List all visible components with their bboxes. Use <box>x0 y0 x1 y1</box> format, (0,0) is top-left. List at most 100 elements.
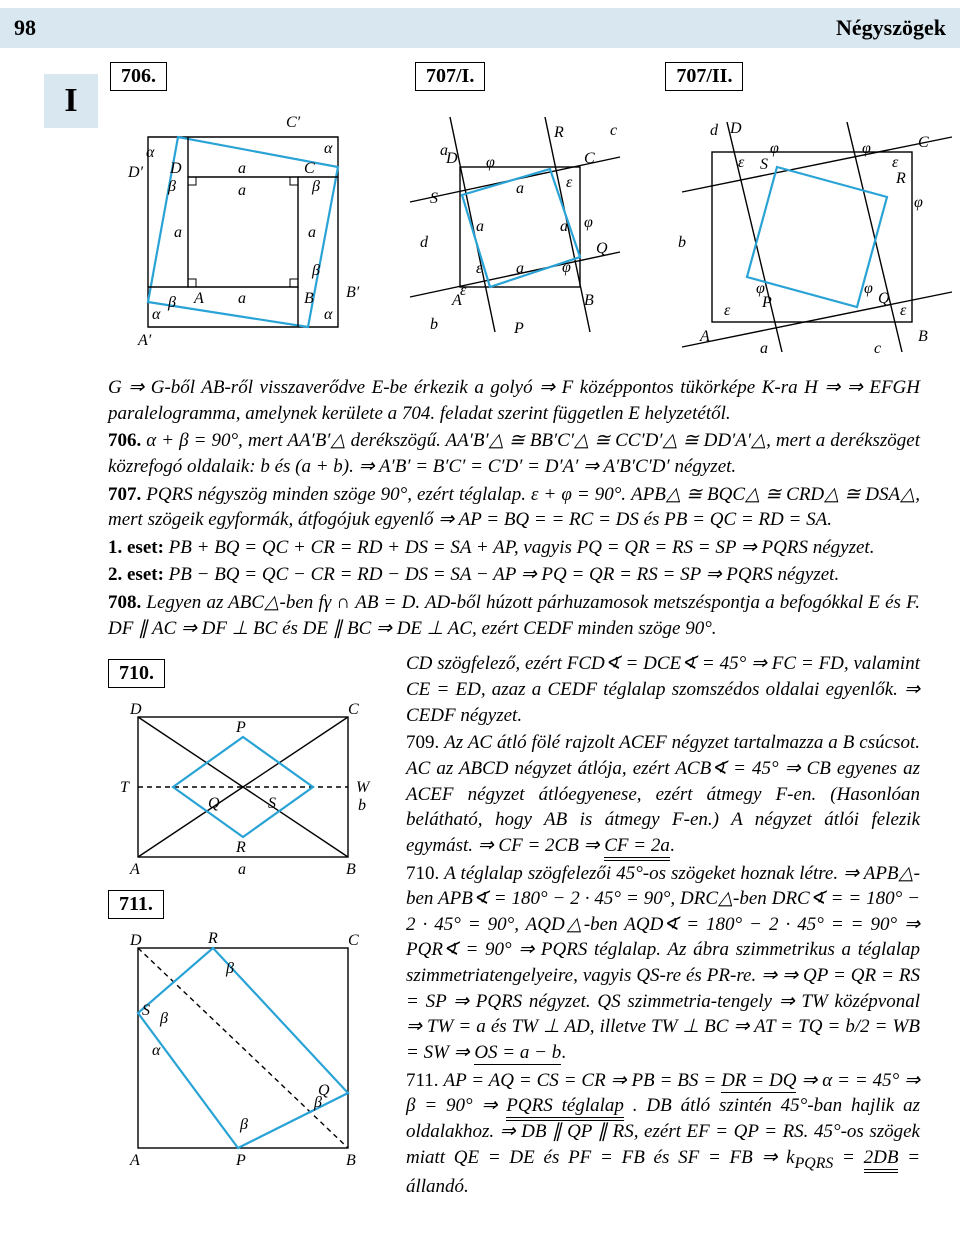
svg-text:φ: φ <box>914 194 923 211</box>
svg-text:φ: φ <box>862 140 871 157</box>
svg-text:C: C <box>304 160 315 177</box>
svg-text:φ: φ <box>486 154 495 171</box>
svg-text:a: a <box>238 182 246 199</box>
svg-text:Q: Q <box>878 290 890 307</box>
svg-text:β: β <box>311 262 320 279</box>
svg-text:ε: ε <box>566 174 573 191</box>
svg-text:α: α <box>146 144 155 161</box>
p708-num: 708. <box>108 592 141 613</box>
svg-text:a: a <box>174 224 182 241</box>
left-figure-column: 710. AB CD PQ RS TW <box>108 651 388 1201</box>
svg-text:D: D <box>729 120 742 137</box>
svg-text:a: a <box>476 218 484 235</box>
svg-text:a: a <box>308 224 316 241</box>
svg-text:T: T <box>120 779 130 796</box>
svg-text:d: d <box>420 234 429 251</box>
intro-text: G ⇒ G-ből AB-ről visszaverődve E-be érke… <box>108 377 920 424</box>
svg-text:β: β <box>225 960 234 977</box>
svg-text:D′: D′ <box>127 164 144 181</box>
svg-text:ε: ε <box>892 154 899 171</box>
header-bar: 98 Négyszögek <box>0 8 960 48</box>
svg-text:C′: C′ <box>286 114 301 131</box>
p708-body: Legyen az ABC△-ben fγ ∩ AB = D. AD-ből h… <box>108 592 920 639</box>
page: 98 Négyszögek I 706. 707/I. 707/II. <box>0 8 960 1201</box>
p709-num: 709. <box>406 732 439 753</box>
svg-text:A: A <box>699 328 710 345</box>
svg-text:R: R <box>553 124 564 141</box>
fig-label-706: 706. <box>110 62 167 91</box>
svg-text:S: S <box>760 156 768 173</box>
right-text-column: CD szögfelező, ezért FCD∢ = DCE∢ = 45° ⇒… <box>406 651 920 1201</box>
svg-text:C: C <box>918 134 929 151</box>
svg-text:a: a <box>560 218 568 235</box>
case1-label: 1. eset: <box>108 537 164 558</box>
p707-num: 707. <box>108 484 141 505</box>
svg-text:β: β <box>167 178 176 195</box>
svg-text:φ: φ <box>562 259 571 276</box>
fig-707b: AB CD PQ RS bd ac εε εε φφ φφ φ <box>652 97 960 357</box>
svg-text:β: β <box>239 1116 248 1133</box>
lower-columns: 710. AB CD PQ RS TW <box>108 651 920 1201</box>
svg-text:c: c <box>874 340 881 357</box>
figure-row-top: A′B′ C′D′ AB CD aa aa a αα αα ββ ββ <box>108 97 960 357</box>
svg-text:b: b <box>358 797 366 814</box>
svg-text:a: a <box>440 142 448 159</box>
svg-text:B: B <box>346 1152 356 1169</box>
section-tab: I <box>44 74 98 128</box>
svg-text:A′: A′ <box>137 332 152 347</box>
svg-text:a: a <box>760 340 768 357</box>
p710-num: 710. <box>406 863 439 884</box>
p710-body: A téglalap szögfelezői 45°-os szögeket h… <box>406 863 920 1063</box>
svg-text:ε: ε <box>476 260 483 277</box>
svg-text:D: D <box>129 701 142 718</box>
p711-num: 711. <box>406 1070 439 1091</box>
solution-text: G ⇒ G-ből AB-ről visszaverődve E-be érke… <box>108 375 920 641</box>
fig-label-710: 710. <box>108 659 165 688</box>
svg-text:φ: φ <box>756 280 765 297</box>
svg-text:φ: φ <box>770 140 779 157</box>
svg-text:a: a <box>238 290 246 307</box>
svg-text:D: D <box>129 932 142 949</box>
fig-706: A′B′ C′D′ AB CD aa aa a αα αα ββ ββ <box>108 97 378 357</box>
svg-text:c: c <box>610 122 617 139</box>
svg-text:b: b <box>678 234 686 251</box>
svg-text:Q: Q <box>208 795 220 812</box>
svg-text:B: B <box>584 292 594 309</box>
fig-710: AB CD PQ RS TW ab <box>108 692 388 882</box>
svg-text:R: R <box>235 839 246 856</box>
svg-text:a: a <box>516 180 524 197</box>
svg-text:D: D <box>169 160 182 177</box>
p711-body-a: AP = AQ = CS = CR ⇒ PB = BS = <box>443 1070 721 1091</box>
chapter-title: Négyszögek <box>836 15 946 41</box>
svg-text:β: β <box>159 1010 168 1027</box>
page-number: 98 <box>14 15 36 41</box>
case1-body: PB + BQ = QC + CR = RD + DS = SA + AP, v… <box>169 537 875 558</box>
svg-text:a: a <box>516 260 524 277</box>
svg-text:B′: B′ <box>346 284 360 301</box>
svg-text:ε: ε <box>738 154 745 171</box>
svg-text:A: A <box>129 861 140 878</box>
svg-text:A: A <box>193 290 204 307</box>
svg-text:α: α <box>152 1042 161 1059</box>
fig-707a: AB CD PQ RS aa aa dc ba φε φε φε <box>390 97 640 357</box>
svg-text:C: C <box>584 150 595 167</box>
case2-label: 2. eset: <box>108 564 164 585</box>
fig-label-711: 711. <box>108 890 164 919</box>
svg-text:φ: φ <box>584 214 593 231</box>
svg-text:S: S <box>142 1002 150 1019</box>
svg-text:P: P <box>235 1152 246 1169</box>
svg-text:W: W <box>356 779 371 796</box>
svg-text:P: P <box>513 320 524 337</box>
svg-text:S: S <box>430 190 438 207</box>
svg-text:B: B <box>918 328 928 345</box>
svg-text:P: P <box>235 719 246 736</box>
right-a: CD szögfelező, ezért FCD∢ = DCE∢ = 45° ⇒… <box>406 653 920 725</box>
svg-text:d: d <box>710 122 719 139</box>
p706-body: α + β = 90°, mert AA′B′△ derékszögű. AA′… <box>108 430 920 477</box>
svg-text:β: β <box>167 294 176 311</box>
svg-text:b: b <box>430 316 438 333</box>
svg-text:a: a <box>238 160 246 177</box>
p706-num: 706. <box>108 430 141 451</box>
p707-body: PQRS négyszög minden szöge 90°, ezért té… <box>108 484 920 531</box>
case2-body: PB − BQ = QC − CR = RD − DS = SA − AP ⇒ … <box>169 564 840 585</box>
